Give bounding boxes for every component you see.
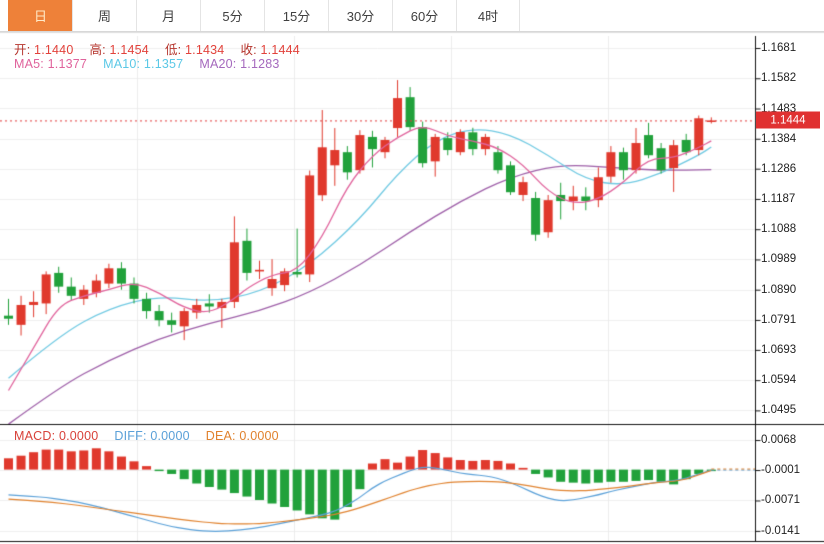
tab-5min[interactable]: 5分 [200, 0, 264, 31]
tab-4hour[interactable]: 4时 [456, 0, 520, 31]
tab-week[interactable]: 周 [72, 0, 136, 31]
price-axis-label: 1.1384 [761, 132, 797, 145]
price-axis-label: 1.0989 [761, 253, 797, 266]
tab-30min[interactable]: 30分 [328, 0, 392, 31]
macd-legend-dea: DEA: 0.0000 [205, 429, 279, 443]
ma-legend-ma5: MA5: 1.1377 [14, 57, 88, 71]
price-axis-label: 1.1286 [761, 162, 797, 175]
macd-axis-label: -0.0141 [761, 524, 801, 537]
macd-axis-label: -0.0001 [761, 464, 801, 477]
price-axis-label: 1.1483 [761, 102, 797, 115]
price-tag: 1.1444 [756, 111, 820, 129]
tab-day[interactable]: 日 [8, 0, 72, 31]
price-axis-label: 1.0594 [761, 374, 797, 387]
macd-legend-diff: DIFF: 0.0000 [114, 429, 190, 443]
tab-60min[interactable]: 60分 [392, 0, 456, 31]
price-axis-label: 1.0693 [761, 343, 797, 356]
ohlc-legend: 开: 1.1440 高: 1.1454 低: 1.1434 收: 1.1444 [14, 39, 316, 58]
ma-legend: MA5: 1.1377 MA10: 1.1357 MA20: 1.1283 [14, 57, 296, 71]
ohlc-legend-open: 开: 1.1440 [14, 43, 74, 57]
macd-axis-label: 0.0068 [761, 434, 797, 447]
ohlc-legend-low: 低: 1.1434 [164, 43, 225, 57]
price-axis-label: 1.1582 [761, 72, 797, 85]
tab-15min[interactable]: 15分 [264, 0, 328, 31]
macd-axis-label: -0.0071 [761, 494, 801, 507]
ma-legend-ma10: MA10: 1.1357 [103, 57, 184, 71]
price-axis-label: 1.0791 [761, 313, 797, 326]
tab-month[interactable]: 月 [136, 0, 200, 31]
price-axis-label: 1.1681 [761, 42, 797, 54]
ma-legend-ma20: MA20: 1.1283 [199, 57, 280, 71]
ohlc-legend-high: 高: 1.1454 [89, 43, 149, 57]
timeframe-tabs: 日周月 5分 15分 30分 60分 4时 [0, 0, 824, 32]
macd-legend: MACD: 0.0000 DIFF: 0.0000 DEA: 0.0000 [14, 429, 295, 443]
ohlc-legend-close: 收: 1.1444 [240, 43, 300, 57]
macd-legend-macd: MACD: 0.0000 [14, 429, 99, 443]
price-axis-label: 1.0495 [761, 404, 797, 417]
price-axis-label: 1.0890 [761, 283, 797, 296]
price-axis-label: 1.1088 [761, 223, 797, 236]
price-axis-label: 1.1187 [761, 192, 796, 205]
